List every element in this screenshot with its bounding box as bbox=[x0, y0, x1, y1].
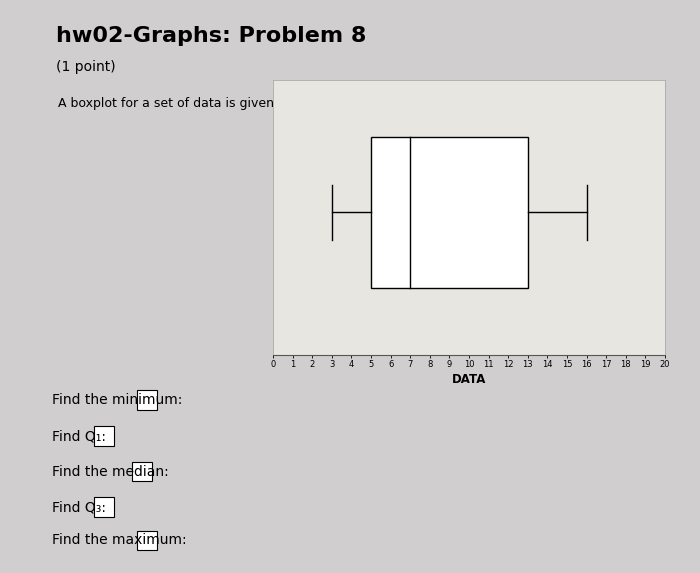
Text: Find Q₃:: Find Q₃: bbox=[52, 500, 106, 514]
X-axis label: DATA: DATA bbox=[452, 373, 486, 386]
Text: Find the minimum:: Find the minimum: bbox=[52, 393, 183, 407]
Text: A boxplot for a set of data is given below. Find the five-number summary: A boxplot for a set of data is given bel… bbox=[58, 97, 515, 110]
Text: Find the median:: Find the median: bbox=[52, 465, 169, 478]
Text: Find Q₁:: Find Q₁: bbox=[52, 429, 106, 443]
Text: hw02-Graphs: Problem 8: hw02-Graphs: Problem 8 bbox=[56, 26, 366, 46]
Text: (1 point): (1 point) bbox=[56, 60, 116, 74]
Text: Find the maximum:: Find the maximum: bbox=[52, 533, 187, 547]
Bar bbox=[371, 136, 528, 288]
